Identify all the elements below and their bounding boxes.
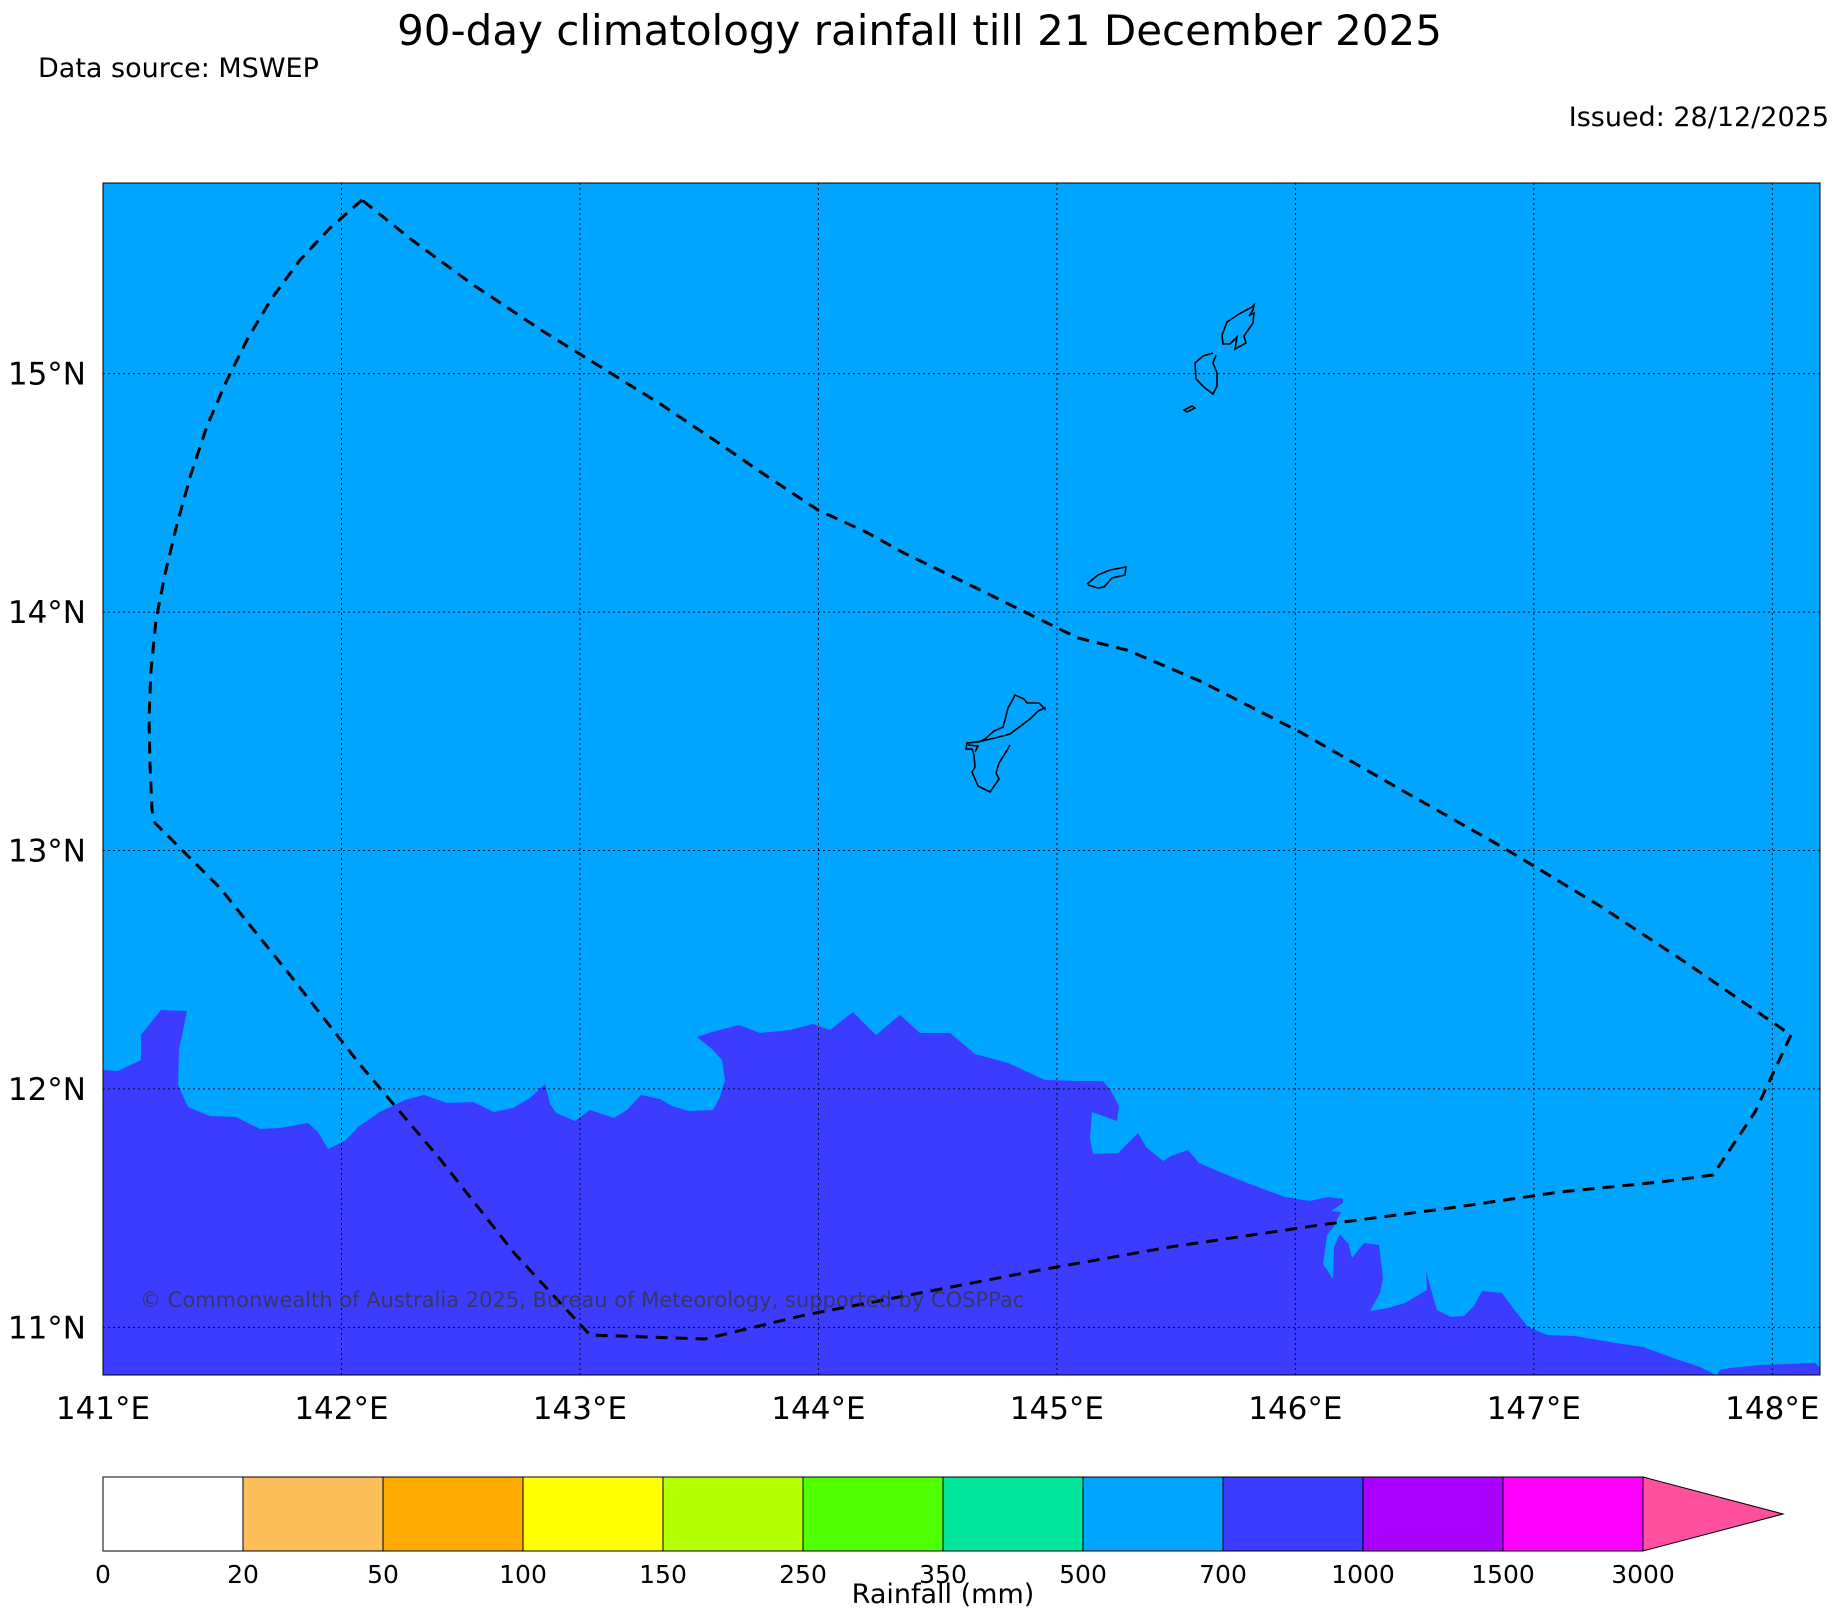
longitude-tick-label: 146°E <box>1248 1391 1342 1427</box>
map-title: 90-day climatology rainfall till 21 Dece… <box>397 6 1442 55</box>
colorbar-tick-label: 250 <box>779 1560 827 1589</box>
island-coastlines <box>965 302 1256 794</box>
issued-date-label: Issued: 28/12/2025 <box>1568 102 1829 133</box>
colorbar: 0 20 50 100 150 250 350 500 700 1000 1500 3000 <box>95 1476 1785 1589</box>
colorbar-tick-label: 20 <box>227 1560 259 1589</box>
colorbar-tick-label: 1000 <box>1331 1560 1395 1589</box>
colorbar-swatch <box>942 1476 1084 1552</box>
colorbar-swatch <box>382 1476 524 1552</box>
colorbar-swatch <box>802 1476 944 1552</box>
colorbar-swatch <box>522 1476 664 1552</box>
island-guam <box>965 693 1046 794</box>
longitude-tick-label: 148°E <box>1725 1391 1819 1427</box>
latitude-tick-label: 14°N <box>8 595 86 631</box>
data-source-label: Data source: MSWEP <box>38 53 319 84</box>
colorbar-tick-label: 3000 <box>1611 1560 1675 1589</box>
latitude-tick-label: 12°N <box>8 1072 86 1108</box>
colorbar-tick-label: 350 <box>919 1560 967 1589</box>
latitude-tick-label: 13°N <box>8 834 86 870</box>
longitude-tick-label: 147°E <box>1487 1391 1581 1427</box>
latitude-tick-label: 15°N <box>8 357 86 393</box>
colorbar-swatch <box>242 1476 384 1552</box>
rainfall-region-700-1000 <box>103 1010 1717 1375</box>
colorbar-swatch <box>102 1476 244 1552</box>
colorbar-tick-label: 100 <box>499 1560 547 1589</box>
island-tinian <box>1194 352 1218 396</box>
colorbar-tick-label: 1500 <box>1471 1560 1535 1589</box>
colorbar-swatch <box>1222 1476 1364 1552</box>
latitude-tick-labels: 11°N 12°N 13°N 14°N 15°N <box>8 357 86 1347</box>
colorbar-swatch <box>1082 1476 1224 1552</box>
longitude-tick-label: 144°E <box>771 1391 865 1427</box>
colorbar-swatch <box>1362 1476 1504 1552</box>
rainfall-region-700-1000-east <box>1717 1363 1820 1375</box>
colorbar-tick-label: 150 <box>639 1560 687 1589</box>
colorbar-swatch <box>662 1476 804 1552</box>
island-rota <box>1086 566 1127 589</box>
longitude-tick-label: 141°E <box>56 1391 150 1427</box>
map-graticule <box>103 183 1820 1375</box>
colorbar-tick-label: 0 <box>95 1560 111 1589</box>
map-frame <box>102 182 1821 1376</box>
latitude-tick-label: 11°N <box>8 1310 86 1346</box>
longitude-tick-label: 145°E <box>1010 1391 1104 1427</box>
colorbar-tick-label: 50 <box>367 1560 399 1589</box>
colorbar-swatch <box>1502 1476 1644 1552</box>
longitude-tick-labels: 141°E 142°E 143°E 144°E 145°E 146°E 147°E 148°E <box>56 1391 1820 1427</box>
colorbar-tick-label: 500 <box>1059 1560 1107 1589</box>
colorbar-label: Rainfall (mm) <box>852 1579 1035 1609</box>
colorbar-tick-label: 700 <box>1199 1560 1247 1589</box>
eez-boundary <box>147 198 1793 1341</box>
longitude-tick-label: 143°E <box>533 1391 627 1427</box>
island-aguijan <box>1182 405 1197 413</box>
longitude-tick-label: 142°E <box>294 1391 388 1427</box>
island-saipan <box>1221 302 1256 351</box>
copyright-notice: © Commonwealth of Australia 2025, Bureau… <box>140 1288 1024 1312</box>
colorbar-extension-arrow <box>1642 1476 1785 1552</box>
island-guam-bay <box>967 744 980 753</box>
